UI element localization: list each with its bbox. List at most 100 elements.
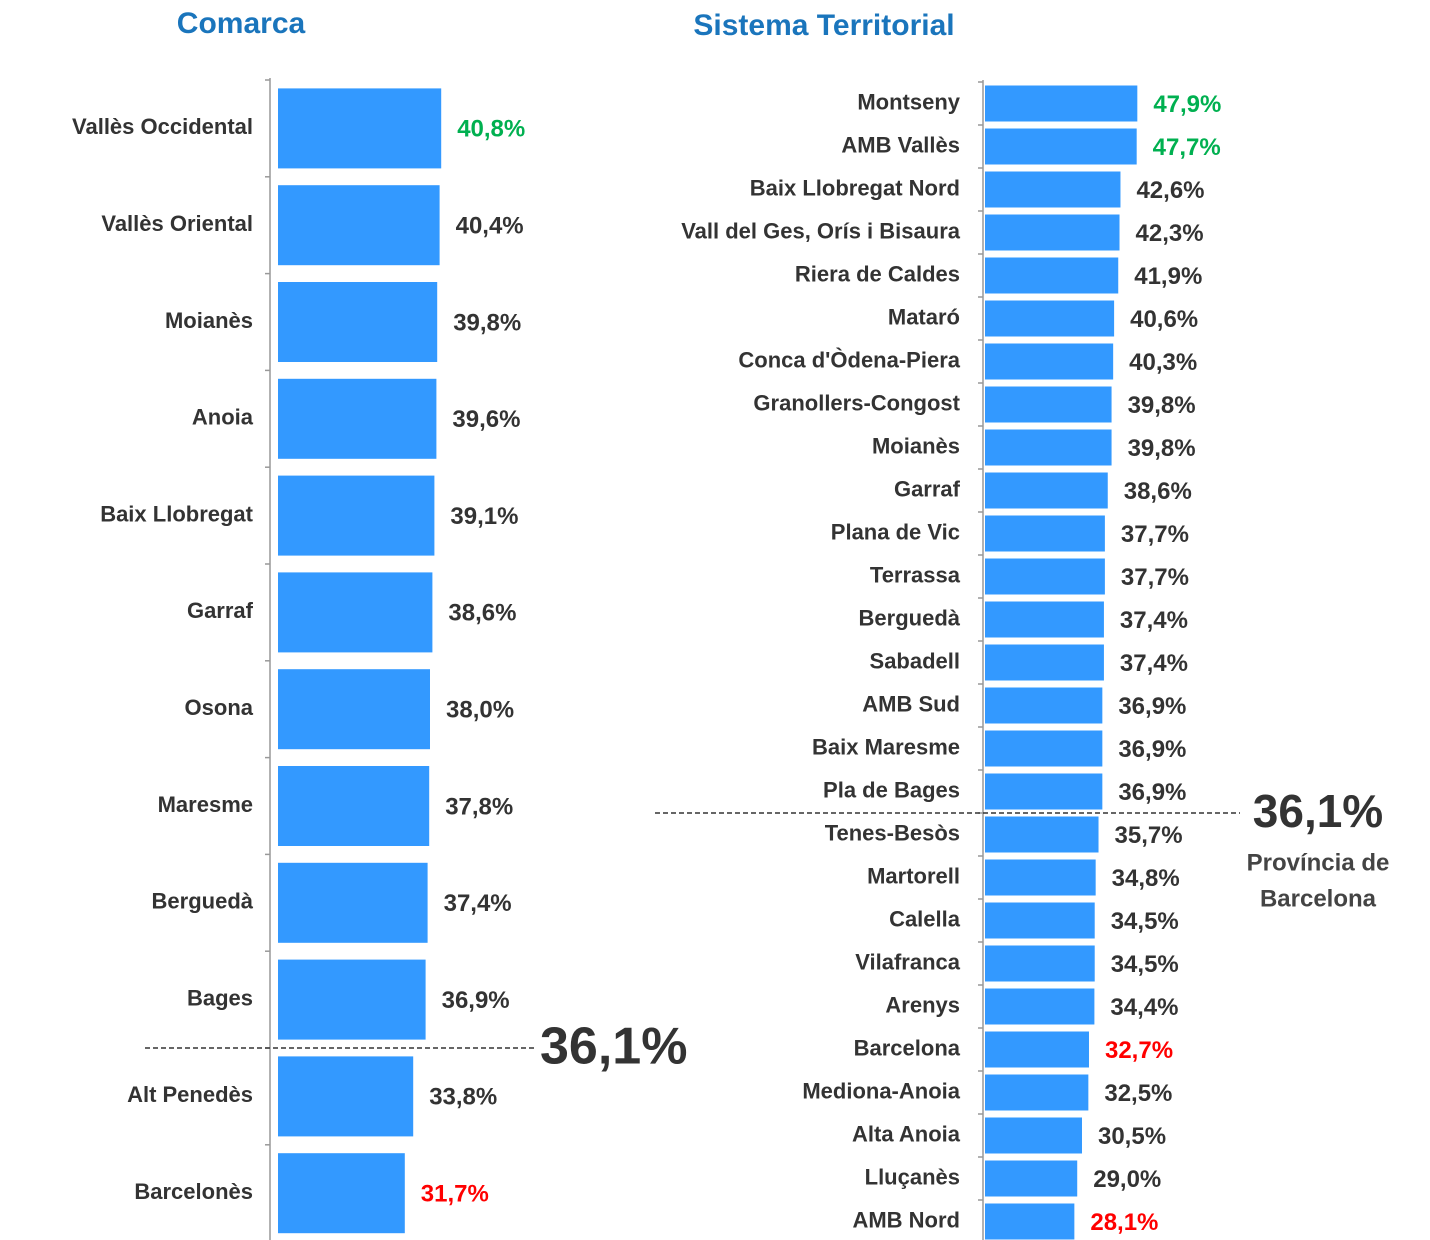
value-label: 37,4%: [444, 890, 512, 917]
bar: [985, 1117, 1082, 1154]
category-label: Martorell: [867, 863, 960, 888]
value-label: 38,0%: [446, 697, 514, 724]
category-label: AMB Nord: [852, 1207, 960, 1232]
bar: [985, 1160, 1078, 1197]
value-label: 37,4%: [1120, 650, 1188, 677]
bar: [985, 859, 1096, 896]
value-label: 41,9%: [1134, 263, 1202, 290]
bar: [985, 902, 1095, 939]
value-label: 37,4%: [1120, 607, 1188, 634]
reference-note: Barcelona: [1260, 885, 1377, 912]
bar: [985, 515, 1105, 552]
category-label: Garraf: [187, 598, 254, 623]
bar: [278, 185, 440, 266]
value-label: 32,7%: [1105, 1037, 1173, 1064]
category-label: Montseny: [857, 89, 960, 114]
category-label: Sabadell: [870, 648, 960, 673]
value-label: 39,8%: [453, 309, 521, 336]
category-label: Vilafranca: [855, 949, 961, 974]
value-label: 39,1%: [450, 503, 518, 530]
value-label: 34,5%: [1111, 908, 1179, 935]
category-label: Alta Anoia: [852, 1121, 961, 1146]
value-label: 40,3%: [1129, 349, 1197, 376]
bar: [278, 572, 433, 653]
category-label: Mediona-Anoia: [802, 1078, 960, 1103]
value-label: 39,6%: [452, 406, 520, 433]
bar: [985, 816, 1099, 853]
value-label: 28,1%: [1090, 1209, 1158, 1236]
bar: [985, 128, 1137, 165]
bar: [985, 1074, 1089, 1111]
value-label: 36,9%: [1118, 736, 1186, 763]
value-label: 36,9%: [1118, 693, 1186, 720]
category-label: Vallès Oriental: [101, 211, 253, 236]
category-label: Baix Llobregat Nord: [750, 175, 960, 200]
value-label: 42,3%: [1136, 220, 1204, 247]
bar: [985, 386, 1112, 423]
value-label: 40,6%: [1130, 306, 1198, 333]
bar: [985, 214, 1120, 251]
bar: [278, 88, 442, 169]
category-label: Alt Penedès: [127, 1082, 253, 1107]
category-label: Arenys: [885, 992, 960, 1017]
category-label: Lluçanès: [865, 1164, 960, 1189]
value-label: 33,8%: [429, 1084, 497, 1111]
bar: [985, 945, 1095, 982]
bar: [985, 988, 1095, 1025]
bar: [985, 730, 1103, 767]
bar: [278, 959, 426, 1040]
category-label: Berguedà: [152, 889, 254, 914]
category-label: Mataró: [888, 304, 960, 329]
bar: [985, 472, 1108, 509]
category-label: Conca d'Òdena-Piera: [738, 347, 960, 372]
reference-note: Província de: [1247, 849, 1390, 876]
category-label: Barcelonès: [134, 1179, 253, 1204]
bar: [985, 85, 1138, 122]
reference-label: 36,1%: [1253, 785, 1383, 837]
category-label: Bages: [187, 985, 253, 1010]
category-label: Granollers-Congost: [753, 390, 960, 415]
bar: [985, 171, 1121, 208]
bar: [278, 475, 435, 556]
value-label: 38,6%: [448, 600, 516, 627]
reference-label: 36,1%: [540, 1018, 687, 1076]
bar: [985, 343, 1114, 380]
value-label: 39,8%: [1128, 392, 1196, 419]
bar: [985, 257, 1119, 294]
category-label: Riera de Caldes: [795, 261, 960, 286]
category-label: Calella: [889, 906, 961, 931]
bar: [985, 773, 1103, 810]
bar: [985, 1031, 1089, 1068]
value-label: 36,9%: [442, 987, 510, 1014]
value-label: 32,5%: [1104, 1080, 1172, 1107]
value-label: 34,5%: [1111, 951, 1179, 978]
value-label: 31,7%: [421, 1181, 489, 1208]
category-label: Berguedà: [859, 605, 961, 630]
bar: [278, 1153, 405, 1234]
value-label: 35,7%: [1115, 822, 1183, 849]
bar: [985, 558, 1105, 595]
bar: [985, 601, 1104, 638]
value-label: 34,4%: [1110, 994, 1178, 1021]
value-label: 37,7%: [1121, 521, 1189, 548]
category-label: Barcelona: [854, 1035, 961, 1060]
category-label: Maresme: [158, 792, 253, 817]
category-label: Garraf: [894, 476, 961, 501]
bar: [278, 1056, 414, 1137]
bar: [278, 282, 438, 362]
category-label: Pla de Bages: [823, 777, 960, 802]
value-label: 40,4%: [456, 213, 524, 240]
value-label: 34,8%: [1112, 865, 1180, 892]
category-label: Osona: [185, 695, 254, 720]
bar: [985, 644, 1104, 681]
value-label: 42,6%: [1136, 177, 1204, 204]
value-label: 39,8%: [1128, 435, 1196, 462]
chart-title: Comarca: [177, 7, 306, 40]
bar: [985, 429, 1112, 466]
bar: [278, 766, 430, 846]
chart-title: Sistema Territorial: [693, 9, 954, 42]
category-label: AMB Vallès: [841, 132, 960, 157]
category-label: Anoia: [192, 405, 254, 430]
bar: [985, 300, 1115, 337]
